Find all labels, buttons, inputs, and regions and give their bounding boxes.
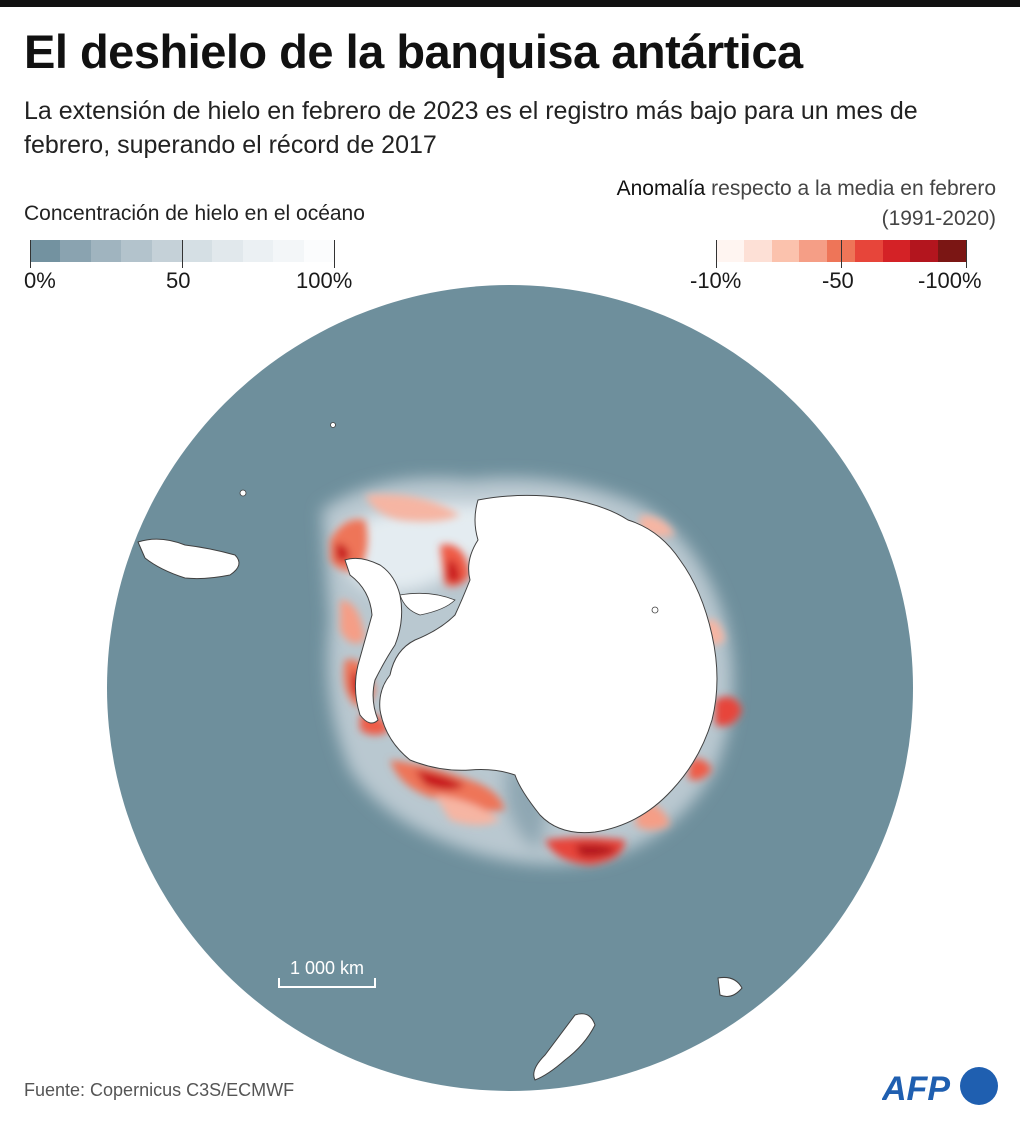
island xyxy=(330,422,336,428)
concentration-legend-title: Concentración de hielo en el océano xyxy=(24,202,365,225)
concentration-tick-100 xyxy=(334,240,335,268)
page-subtitle: La extensión de hielo en febrero de 2023… xyxy=(24,97,918,159)
anomaly-swatch xyxy=(910,240,939,262)
concentration-color-scale xyxy=(30,240,335,262)
tasmania xyxy=(717,977,743,997)
anomaly-layer xyxy=(330,494,742,865)
anomaly-tick-label: -50 xyxy=(822,268,854,293)
concentration-swatch xyxy=(303,240,335,262)
concentration-swatch xyxy=(30,240,61,262)
concentration-swatch xyxy=(242,240,274,262)
concentration-tick-label: 0% xyxy=(24,268,56,293)
top-rule xyxy=(0,0,1020,7)
source-credit: Fuente: Copernicus C3S/ECMWF xyxy=(24,1080,295,1100)
anomaly-tick-50 xyxy=(841,240,842,268)
scale-bar-label: 1 000 km xyxy=(290,958,364,978)
concentration-swatch xyxy=(90,240,122,262)
concentration-swatch xyxy=(273,240,304,262)
concentration-swatch xyxy=(121,240,152,262)
page-title: El deshielo de la banquisa antártica xyxy=(24,25,803,78)
concentration-swatch xyxy=(151,240,183,262)
concentration-swatch xyxy=(212,240,243,262)
anomaly-swatch xyxy=(743,240,772,262)
anomaly-tick-label: -100% xyxy=(918,268,982,293)
concentration-swatch xyxy=(182,240,213,262)
concentration-tick-50 xyxy=(182,240,183,268)
anomaly-swatch xyxy=(799,240,828,262)
concentration-tick-0 xyxy=(30,240,31,268)
anomaly-legend-title-rest: respecto a la media en febrero (1991-202… xyxy=(705,177,996,230)
afp-logo-text: AFP xyxy=(882,1070,950,1108)
concentration-tick-label: 50 xyxy=(166,268,191,293)
anomaly-legend-title: Anomalía respecto a la media en febrero … xyxy=(616,174,996,234)
island xyxy=(651,606,659,614)
anomaly-swatch xyxy=(882,240,911,262)
anomaly-tick-10 xyxy=(716,240,717,268)
scale-bar: 1 000 km xyxy=(278,958,376,988)
anomaly-swatch xyxy=(771,240,800,262)
afp-logo: AFP xyxy=(882,1067,998,1108)
antarctica-landmass xyxy=(379,494,718,834)
antarctic-peninsula xyxy=(344,557,403,724)
anomaly-swatch xyxy=(854,240,883,262)
anomaly-swatch xyxy=(716,240,744,262)
new-zealand xyxy=(533,1013,596,1081)
anomaly-legend-title-strong: Anomalía xyxy=(616,177,706,200)
anomaly-tick-100 xyxy=(966,240,967,268)
island xyxy=(239,489,247,497)
anomaly-tick-label: -10% xyxy=(690,268,742,293)
ice-shelf xyxy=(399,592,456,616)
concentration-tick-label: 100% xyxy=(296,268,353,293)
afp-logo-dot xyxy=(960,1067,998,1105)
anomaly-swatch xyxy=(938,240,967,262)
concentration-swatch xyxy=(60,240,91,262)
south-america-tip xyxy=(137,538,240,580)
